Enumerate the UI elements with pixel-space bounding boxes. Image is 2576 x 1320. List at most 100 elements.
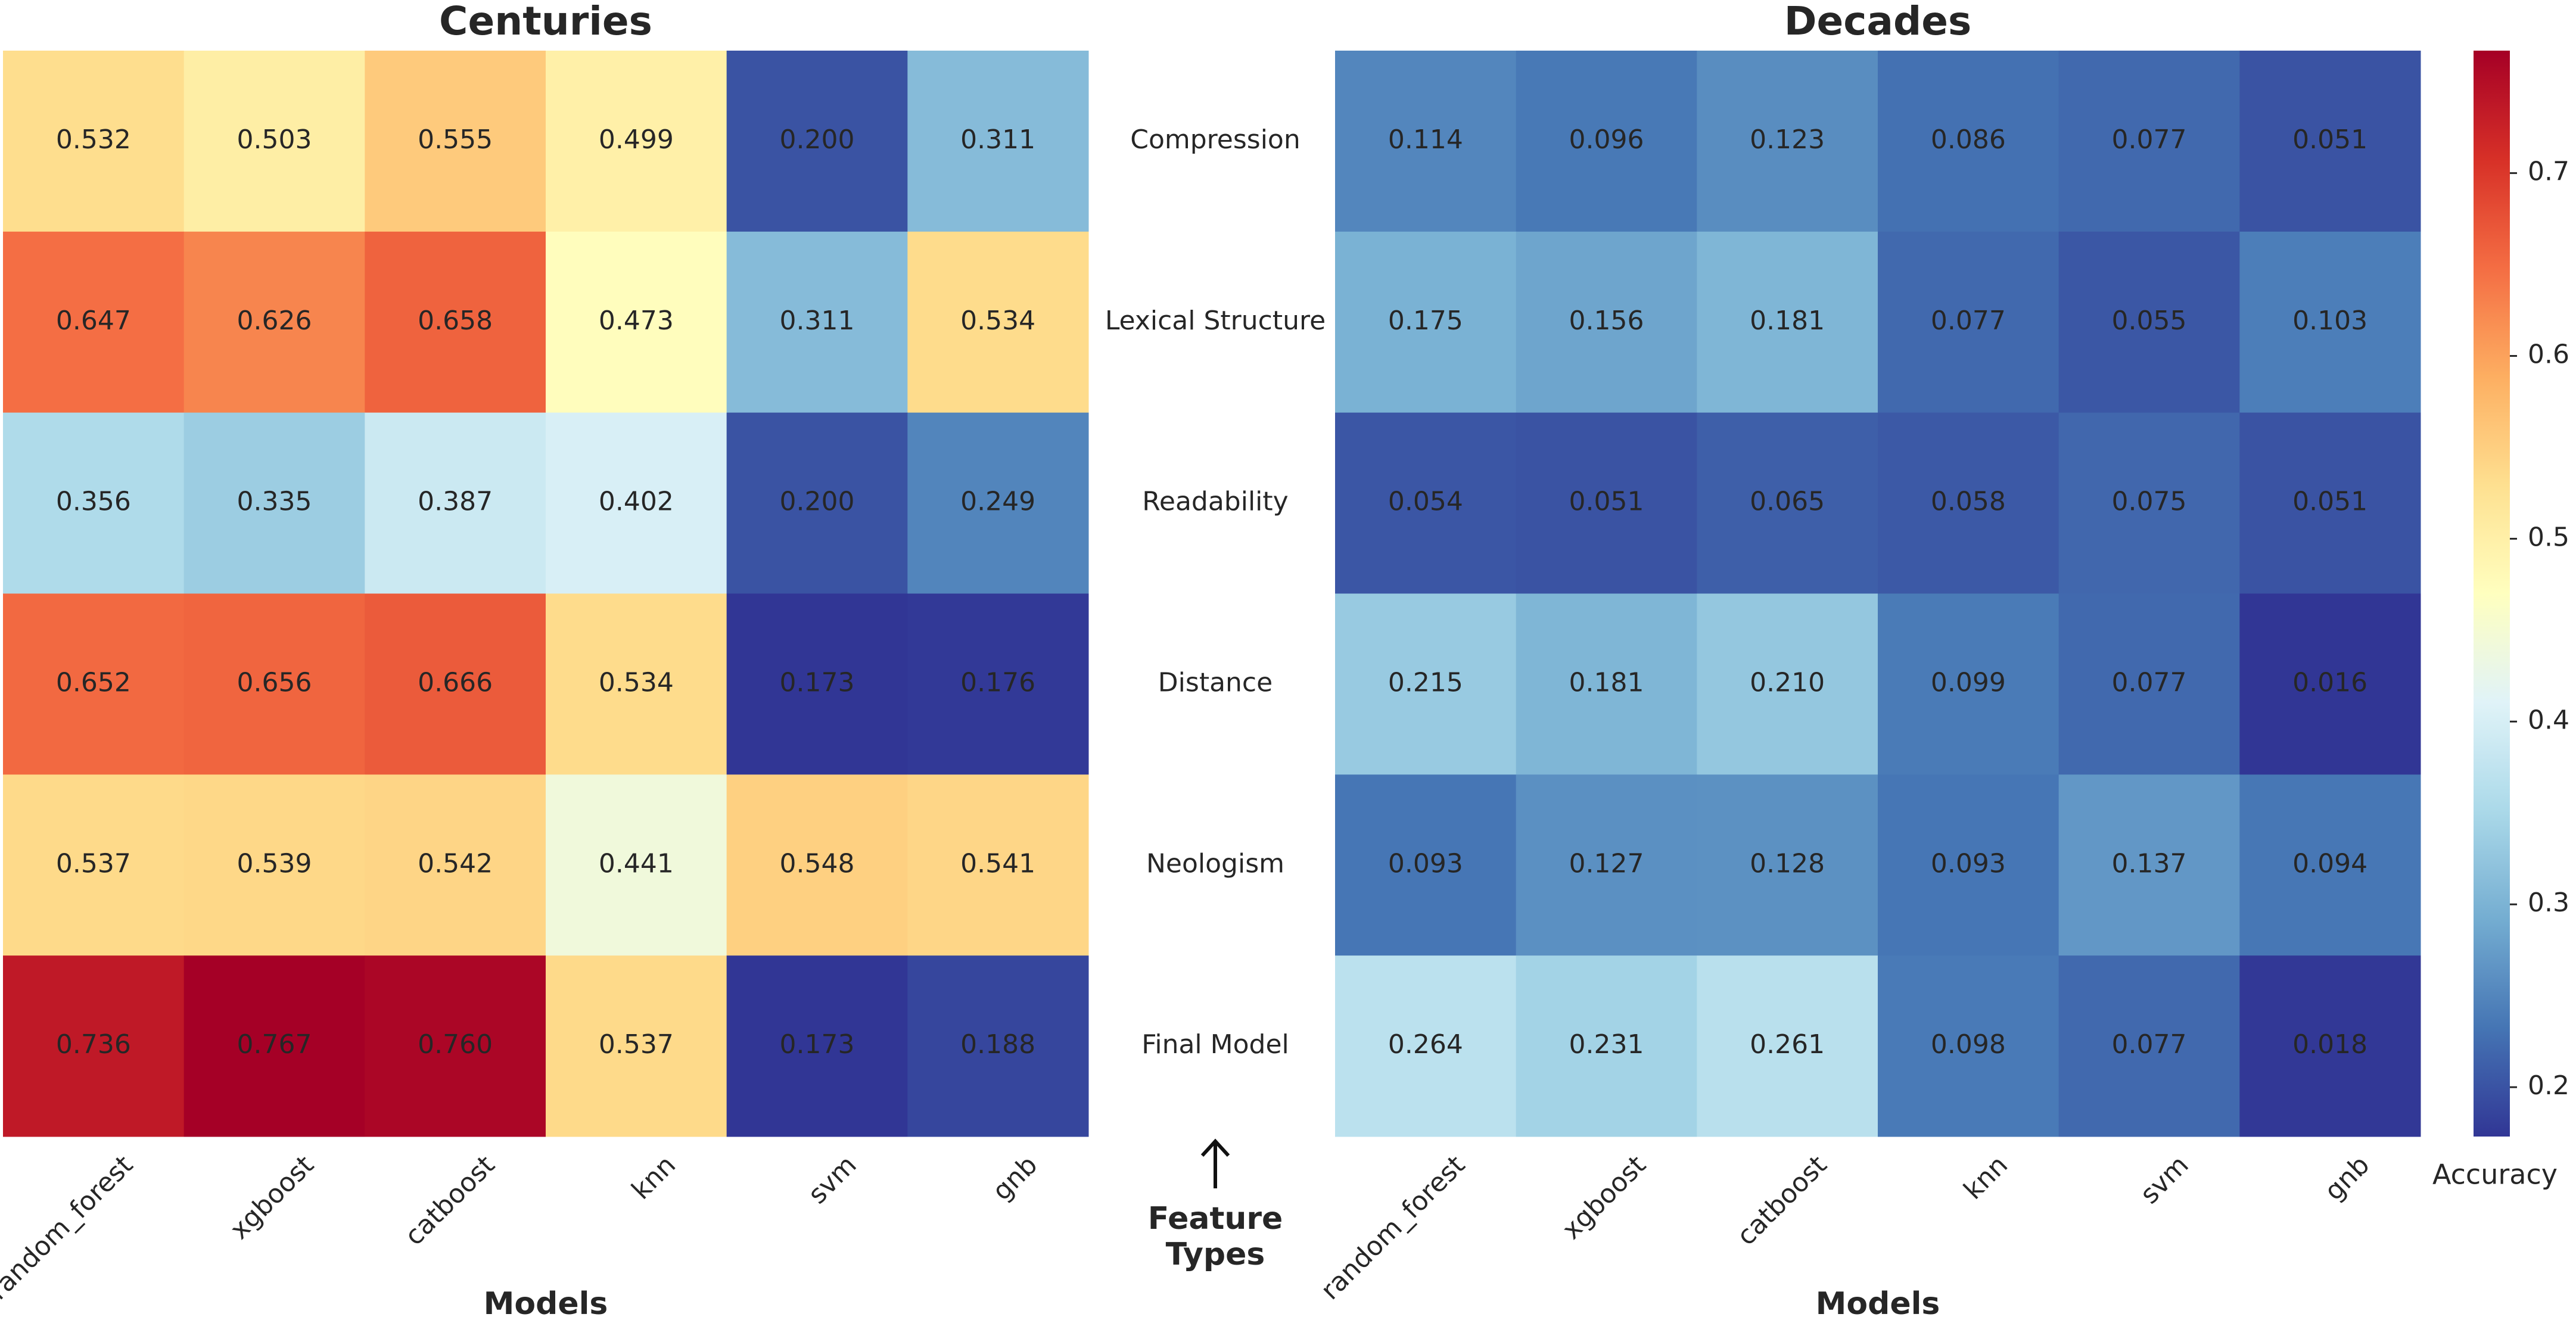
colorbar (2474, 51, 2510, 1137)
colorbar-tick-label: 0.4 (2528, 705, 2569, 735)
cell-label: 0.441 (599, 848, 674, 879)
cell-label: 0.264 (1388, 1029, 1463, 1060)
cell-label: 0.173 (780, 1029, 855, 1060)
row-label: Lexical Structure (1105, 306, 1326, 336)
cell-label: 0.018 (2292, 1029, 2367, 1060)
x-axis-label: Models (1816, 1286, 1940, 1320)
rows-axis-label: Feature Types (1147, 1201, 1283, 1272)
heatmap-cell (726, 231, 908, 413)
cell-label: 0.054 (1388, 487, 1463, 517)
heatmap-cell (1697, 774, 1878, 956)
heatmap-cell (726, 412, 908, 594)
heatmap-cell (546, 412, 727, 594)
heatmap-cell (3, 51, 185, 232)
colorbar-tick-label: 0.6 (2528, 340, 2569, 370)
heatmap-cell (907, 593, 1089, 775)
cell-label: 0.016 (2292, 667, 2367, 698)
row-label: Final Model (1141, 1029, 1289, 1060)
cell-label: 0.175 (1388, 306, 1463, 336)
cell-label: 0.548 (780, 848, 855, 879)
x-tick-label: svm (802, 1150, 863, 1210)
heatmap-cell (1878, 955, 2059, 1137)
cell-label: 0.093 (1388, 848, 1463, 879)
heatmap-cell (726, 51, 908, 232)
x-tick-label: catboost (1731, 1150, 1833, 1251)
cell-label: 0.541 (960, 848, 1035, 879)
heatmap-cell (2058, 593, 2240, 775)
cell-label: 0.094 (2292, 848, 2367, 879)
cell-label: 0.532 (56, 124, 131, 155)
colorbar-label: Accuracy (2432, 1159, 2558, 1191)
cell-label: 0.652 (56, 667, 131, 698)
cell-label: 0.499 (599, 124, 674, 155)
cell-label: 0.181 (1569, 667, 1644, 698)
cell-label: 0.075 (2112, 487, 2187, 517)
cell-label: 0.555 (418, 124, 493, 155)
x-tick-label: random_forest (1315, 1150, 1471, 1306)
heatmap-cell (2239, 412, 2421, 594)
heatmap-cell (1335, 774, 1517, 956)
heatmap-cell (3, 955, 185, 1137)
heatmap-cell (726, 593, 908, 775)
cell-label: 0.156 (1569, 306, 1644, 336)
x-tick-label: xgboost (1556, 1150, 1651, 1245)
cell-label: 0.473 (599, 306, 674, 336)
heatmap-cell (907, 955, 1089, 1137)
heatmap-cell (365, 231, 546, 413)
heatmap-cell (1697, 51, 1878, 232)
heatmap-cell (546, 955, 727, 1137)
heatmap-cell (365, 51, 546, 232)
cell-label: 0.123 (1750, 124, 1825, 155)
heatmap-cell (1878, 412, 2059, 594)
cell-label: 0.086 (1931, 124, 2006, 155)
heatmap-cell (183, 231, 365, 413)
heatmap-cell (3, 593, 185, 775)
heatmap-cell (365, 955, 546, 1137)
cell-label: 0.249 (960, 487, 1035, 517)
cell-label: 0.626 (237, 306, 312, 336)
row-label: Neologism (1146, 848, 1284, 879)
heatmap-cell (1516, 955, 1697, 1137)
heatmap-cell (546, 774, 727, 956)
heatmap-cell (1697, 231, 1878, 413)
heatmap-cell (907, 412, 1089, 594)
cell-label: 0.402 (599, 487, 674, 517)
heatmap-cell (2058, 955, 2240, 1137)
row-label: Compression (1130, 124, 1301, 155)
x-tick-label: xgboost (224, 1150, 319, 1245)
heatmap-cell (1516, 774, 1697, 956)
heatmap-cell (2058, 51, 2240, 232)
heatmap-cell (2239, 955, 2421, 1137)
cell-label: 0.311 (780, 306, 855, 336)
cell-label: 0.539 (237, 848, 312, 879)
arrow (1200, 1138, 1230, 1188)
cell-label: 0.058 (1931, 487, 2006, 517)
heatmap-cell (1878, 593, 2059, 775)
heatmap-cell (183, 955, 365, 1137)
heatmap-cell (1335, 51, 1517, 232)
cell-label: 0.311 (960, 124, 1035, 155)
heatmap-cell (2239, 51, 2421, 232)
cell-label: 0.051 (1569, 487, 1644, 517)
x-tick-label: svm (2135, 1150, 2195, 1210)
heatmap-cell (3, 774, 185, 956)
cell-label: 0.647 (56, 306, 131, 336)
cell-label: 0.666 (418, 667, 493, 698)
cell-label: 0.736 (56, 1029, 131, 1060)
heatmap-cell (546, 231, 727, 413)
heatmap-cell (546, 593, 727, 775)
colorbar-tick-label: 0.3 (2528, 888, 2569, 918)
cell-label: 0.173 (780, 667, 855, 698)
cell-label: 0.767 (237, 1029, 312, 1060)
heatmap-cell (1335, 231, 1517, 413)
cell-label: 0.656 (237, 667, 312, 698)
heatmap-cell (2058, 231, 2240, 413)
cell-label: 0.335 (237, 487, 312, 517)
cell-label: 0.065 (1750, 487, 1825, 517)
cell-label: 0.387 (418, 487, 493, 517)
cell-label: 0.114 (1388, 124, 1463, 155)
cell-label: 0.537 (599, 1029, 674, 1060)
cell-label: 0.542 (418, 848, 493, 879)
cell-label: 0.534 (599, 667, 674, 698)
